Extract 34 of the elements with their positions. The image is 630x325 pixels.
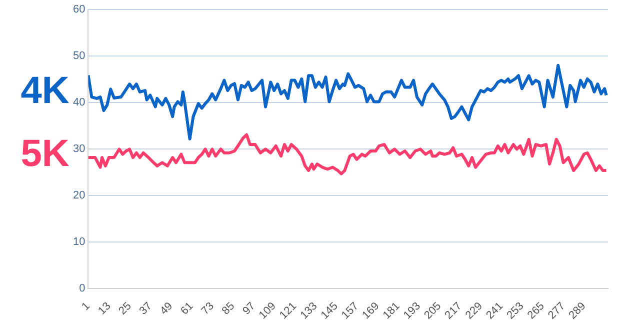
- y-tick-label: 0: [79, 282, 86, 295]
- x-tick-label: 97: [240, 300, 258, 318]
- x-tick-label: 253: [504, 300, 526, 322]
- x-tick-label: 181: [380, 300, 402, 322]
- y-tick-label: 30: [72, 143, 86, 156]
- x-tick-label: 133: [298, 300, 320, 322]
- x-tick-label: 169: [360, 300, 382, 322]
- x-tick-label: 25: [116, 300, 134, 318]
- y-tick-label: 20: [72, 190, 86, 202]
- x-tick-label: 13: [96, 300, 114, 318]
- series-label: 4K: [20, 70, 70, 112]
- x-tick-label: 241: [484, 300, 506, 322]
- x-tick-label: 157: [340, 300, 361, 322]
- x-tick-label: 205: [422, 300, 444, 322]
- x-tick-label: 193: [401, 300, 423, 322]
- x-tick-label: 145: [318, 300, 340, 322]
- x-tick-label: 121: [278, 300, 300, 322]
- x-tick-label: 49: [158, 300, 176, 318]
- x-tick-label: 277: [546, 300, 568, 322]
- series-label: 5K: [20, 132, 70, 175]
- y-tick-label: 50: [72, 50, 86, 62]
- x-tick-label: 85: [220, 300, 238, 318]
- y-tick-label: 60: [72, 4, 86, 16]
- x-tick-label: 229: [463, 300, 485, 322]
- y-tick-label: 40: [72, 96, 86, 109]
- x-tick-label: 37: [137, 300, 154, 318]
- y-tick-label: 10: [72, 236, 86, 248]
- x-tick-label: 217: [442, 300, 464, 322]
- x-tick-label: 1: [80, 300, 92, 313]
- x-tick-label: 73: [199, 300, 216, 318]
- x-tick-label: 265: [525, 300, 547, 322]
- x-tick-label: 109: [256, 300, 278, 322]
- x-tick-label: 289: [566, 300, 588, 322]
- x-tick-label: 61: [178, 300, 196, 318]
